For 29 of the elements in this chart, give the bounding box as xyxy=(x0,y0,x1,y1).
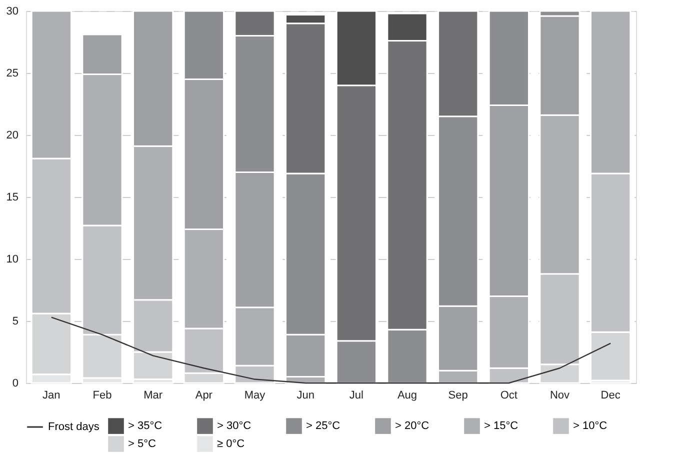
x-tick-label: Sep xyxy=(448,390,468,402)
legend-label: > 35°C xyxy=(128,420,162,432)
legend-label: > 10°C xyxy=(573,420,608,432)
x-tick-label: Jan xyxy=(42,390,60,402)
x-tick-label: Jul xyxy=(349,390,364,402)
x-tick-label: Feb xyxy=(92,390,112,402)
x-tick-label: Mar xyxy=(144,390,163,402)
y-tick-label: 5 xyxy=(12,316,18,328)
x-tick-label: Oct xyxy=(500,390,518,402)
x-tick-label: May xyxy=(244,390,266,402)
x-tick-label: Dec xyxy=(600,390,621,402)
legend-label: ≥ 0°C xyxy=(217,438,245,450)
y-tick-label: 0 xyxy=(12,378,18,390)
legend-label: > 25°C xyxy=(306,420,340,432)
x-tick-label: Nov xyxy=(550,390,570,402)
legend-label: > 15°C xyxy=(484,420,518,432)
y-tick-label: 15 xyxy=(6,192,18,204)
legend-label: Frost days xyxy=(48,421,100,433)
x-tick-label: Jun xyxy=(296,390,314,402)
y-tick-label: 30 xyxy=(6,6,18,18)
line-series xyxy=(50,316,612,384)
y-tick-label: 25 xyxy=(6,68,18,80)
legend-label: > 20°C xyxy=(395,420,430,432)
legend-label: > 30°C xyxy=(217,420,252,432)
y-tick-label: 10 xyxy=(6,254,18,266)
x-tick-label: Aug xyxy=(397,390,418,402)
x-tick-label: Apr xyxy=(195,390,213,402)
y-tick-label: 20 xyxy=(6,130,18,142)
legend-label: > 5°C xyxy=(128,438,156,450)
